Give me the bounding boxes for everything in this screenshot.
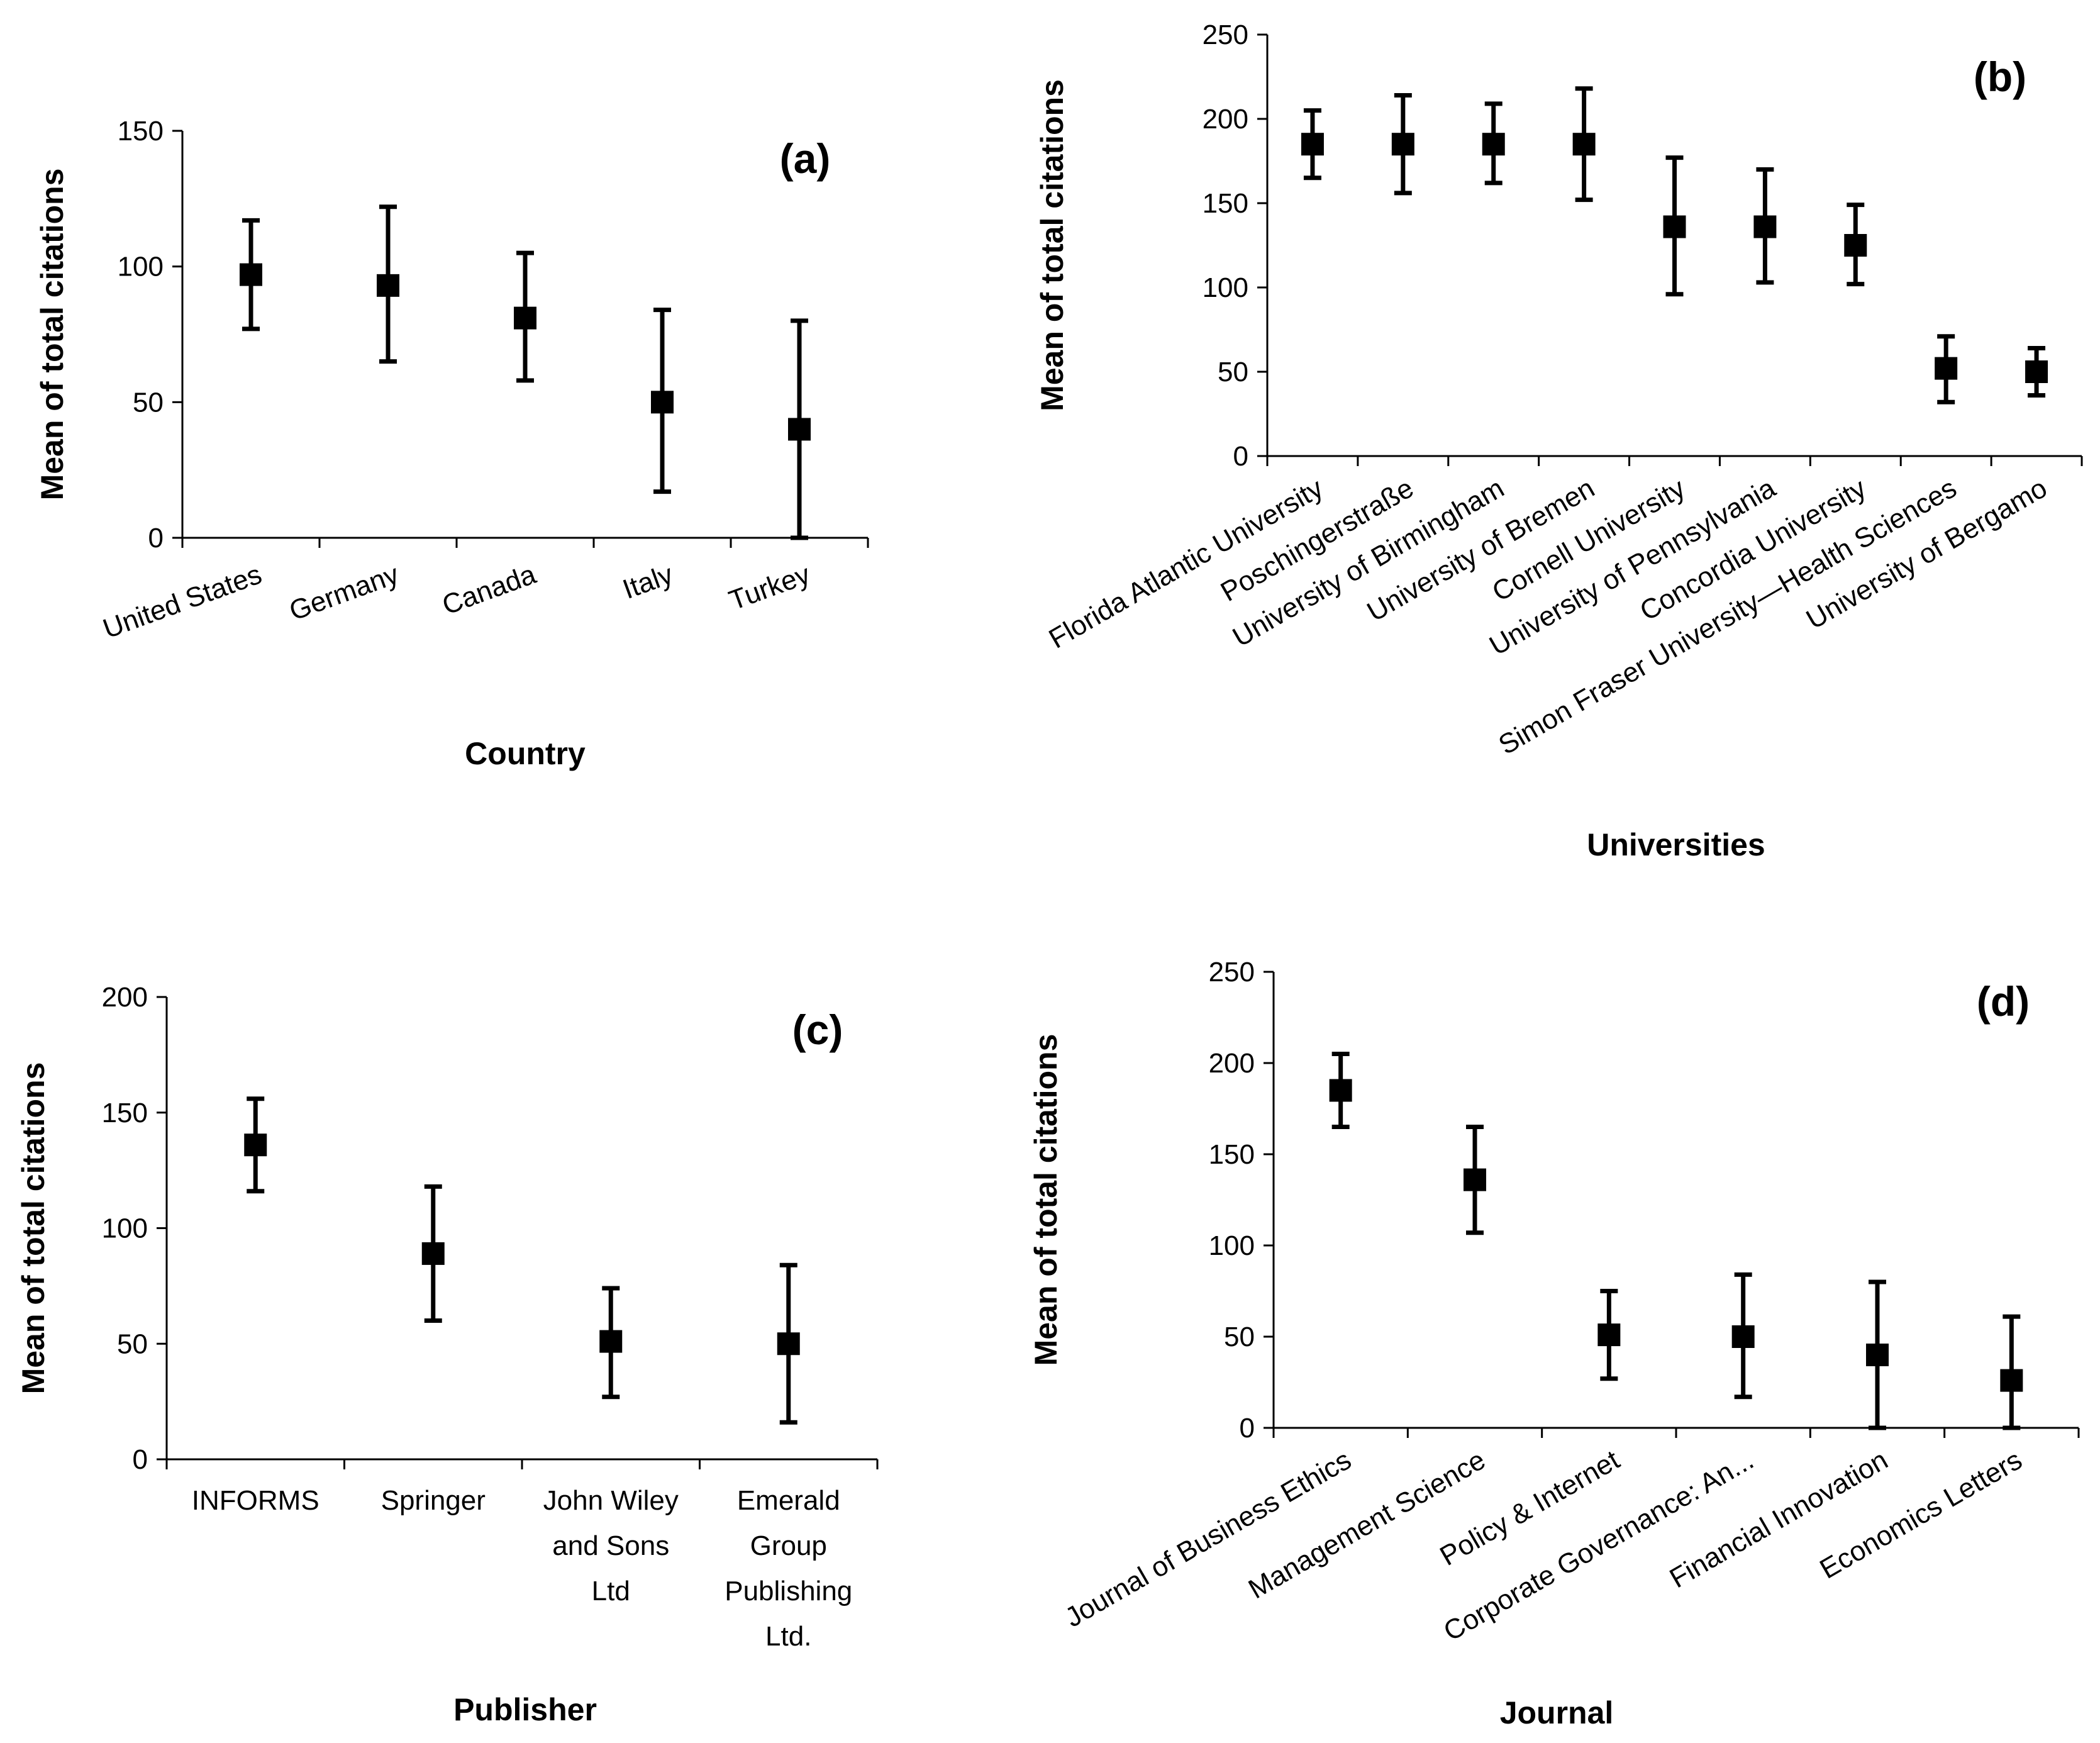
- y-tick-label-c: 0: [133, 1444, 148, 1475]
- x-category-label-d: Management Science: [1243, 1444, 1491, 1605]
- y-tick-label-b: 150: [1203, 188, 1248, 219]
- data-point-d: [1731, 1325, 1755, 1348]
- y-tick-label-b: 250: [1203, 19, 1248, 50]
- y-tick-label-d: 50: [1224, 1322, 1255, 1352]
- y-axis-label-a: Mean of total citations: [35, 169, 70, 501]
- x-category-label-line: INFORMS: [192, 1485, 319, 1516]
- data-point-a: [240, 263, 262, 286]
- x-category-label-line: Ltd: [592, 1576, 630, 1607]
- data-point-b: [1572, 133, 1596, 156]
- x-axis-label-a: Country: [465, 736, 586, 771]
- x-category-label-a: Canada: [438, 559, 540, 621]
- chart-title-b: (b): [1974, 53, 2026, 100]
- chart-title-c: (c): [792, 1006, 843, 1053]
- chart-title-d: (d): [1977, 978, 2030, 1025]
- y-tick-label-b: 200: [1203, 104, 1248, 135]
- x-category-label-a: Germany: [286, 559, 403, 626]
- data-point-b: [1935, 357, 1958, 380]
- x-category-label-line: Group: [750, 1530, 827, 1561]
- x-category-label-c: Springer: [381, 1485, 486, 1516]
- data-point-b: [2025, 360, 2048, 383]
- y-tick-label-d: 250: [1209, 957, 1255, 988]
- data-point-d: [1597, 1323, 1621, 1347]
- x-axis-label-b: Universities: [1587, 827, 1765, 862]
- data-point-d: [1329, 1079, 1352, 1102]
- x-category-label-c: Emerald Group Publishing Ltd.: [725, 1485, 852, 1652]
- data-point-d: [2000, 1369, 2023, 1392]
- x-category-label-line: Emerald: [737, 1485, 840, 1516]
- y-tick-label-a: 0: [148, 523, 164, 554]
- y-axis-label-d: Mean of total citations: [1028, 1034, 1064, 1366]
- y-tick-label-c: 100: [102, 1213, 148, 1244]
- y-tick-label-a: 100: [118, 252, 164, 282]
- y-tick-label-b: 50: [1218, 357, 1248, 387]
- x-category-label-line: Publishing: [725, 1576, 852, 1607]
- data-point-c: [599, 1330, 623, 1353]
- x-category-label-line: and Sons: [552, 1530, 669, 1561]
- data-point-a: [514, 306, 536, 330]
- y-tick-label-b: 100: [1203, 272, 1248, 303]
- y-tick-label-c: 200: [102, 982, 148, 1013]
- y-axis-label-b: Mean of total citations: [1035, 79, 1070, 411]
- x-category-label-line: Ltd.: [765, 1621, 811, 1652]
- data-point-b: [1753, 215, 1777, 238]
- data-point-b: [1844, 234, 1867, 257]
- y-tick-label-a: 150: [118, 116, 164, 147]
- x-category-label-c: John Wiley and Sons Ltd: [543, 1485, 679, 1607]
- y-tick-label-d: 150: [1209, 1139, 1255, 1170]
- y-tick-label-a: 50: [133, 387, 164, 418]
- data-point-b: [1391, 133, 1414, 156]
- data-point-b: [1301, 133, 1324, 156]
- x-category-label-line: Springer: [381, 1485, 486, 1516]
- data-point-c: [244, 1133, 267, 1157]
- data-point-c: [421, 1242, 445, 1265]
- y-tick-label-c: 50: [117, 1328, 148, 1359]
- x-axis-label-d: Journal: [1500, 1695, 1614, 1730]
- x-category-label-a: United States: [99, 559, 265, 644]
- y-tick-label-d: 100: [1209, 1230, 1255, 1261]
- chart-panel-c: 0 50 100 150 200 INFORMS Springer John Wiley and…: [16, 982, 879, 1727]
- chart-panel-a: 0 50 100 150 United States Germany Canada Italy…: [35, 116, 869, 771]
- y-tick-label-d: 0: [1240, 1413, 1255, 1444]
- chart-title-a: (a): [780, 135, 831, 182]
- x-category-label-line: John Wiley: [543, 1485, 679, 1516]
- data-point-a: [651, 391, 674, 414]
- data-point-a: [788, 418, 811, 441]
- y-tick-label-b: 0: [1233, 441, 1248, 472]
- x-category-label-d: Financial Innovation: [1665, 1444, 1893, 1594]
- data-point-c: [777, 1332, 800, 1356]
- x-category-label-a: Italy: [619, 559, 677, 605]
- x-category-label-c: INFORMS: [192, 1485, 319, 1516]
- data-point-d: [1464, 1168, 1486, 1191]
- data-point-a: [377, 274, 399, 297]
- data-point-d: [1866, 1344, 1889, 1366]
- data-point-b: [1663, 215, 1686, 238]
- y-tick-label-c: 150: [102, 1098, 148, 1128]
- y-axis-label-c: Mean of total citations: [16, 1062, 51, 1395]
- x-axis-label-c: Publisher: [453, 1692, 597, 1727]
- data-point-b: [1482, 133, 1505, 156]
- y-tick-label-d: 200: [1209, 1048, 1255, 1079]
- x-category-label-a: Turkey: [725, 559, 814, 616]
